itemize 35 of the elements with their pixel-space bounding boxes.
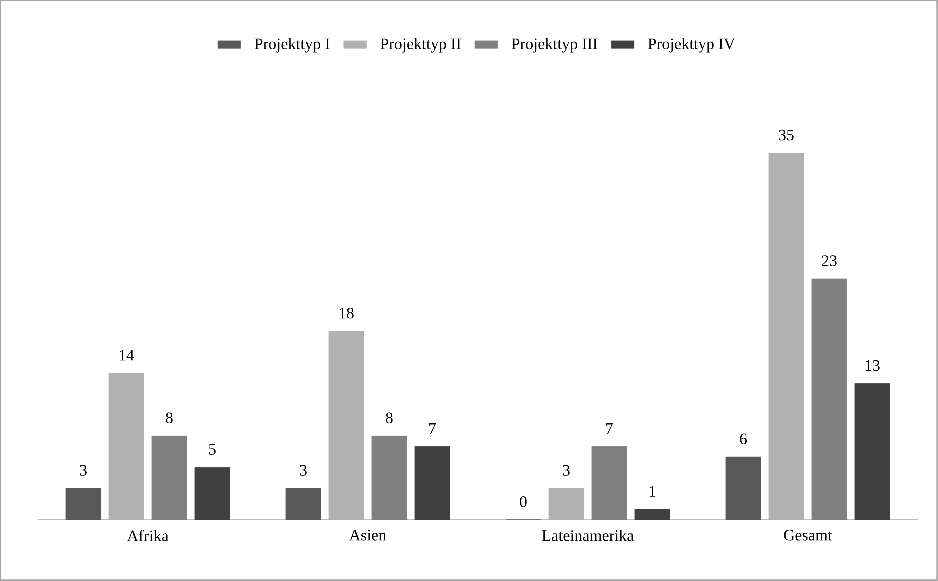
x-tick-label: Afrika <box>127 530 169 542</box>
data-label: 8 <box>166 412 173 424</box>
data-label: 14 <box>120 350 134 361</box>
legend-label: Projekttyp I <box>254 38 330 53</box>
bar <box>414 446 450 520</box>
data-label: 23 <box>822 256 837 266</box>
bar <box>194 467 230 520</box>
legend-label: Projekttyp IV <box>648 38 736 53</box>
data-label: 6 <box>740 434 748 444</box>
x-tick-label: Asien <box>349 530 386 541</box>
data-label: 5 <box>209 444 216 455</box>
bar <box>108 373 144 520</box>
bar <box>634 509 670 520</box>
data-label: 1 <box>650 486 656 497</box>
bar <box>854 384 890 520</box>
x-tick-label: Gesamt <box>784 530 832 541</box>
legend-label: Projekttyp III <box>512 38 598 53</box>
data-label: 18 <box>340 308 354 319</box>
bar <box>548 488 584 520</box>
data-label: 3 <box>80 465 87 476</box>
bar <box>286 488 322 520</box>
data-label: 0 <box>520 496 527 508</box>
bar <box>768 153 804 520</box>
bar <box>328 331 364 520</box>
data-label: 3 <box>300 465 307 476</box>
data-label: 35 <box>779 130 794 141</box>
legend-label: Projekttyp II <box>380 38 461 53</box>
bar <box>726 456 762 520</box>
data-label: 7 <box>430 424 436 434</box>
x-tick-label: Lateinamerika <box>542 530 634 542</box>
data-label: 13 <box>866 360 880 372</box>
data-label: 3 <box>563 465 570 476</box>
data-label: 7 <box>606 424 614 434</box>
data-label: 8 <box>386 412 393 424</box>
bar <box>66 488 102 520</box>
